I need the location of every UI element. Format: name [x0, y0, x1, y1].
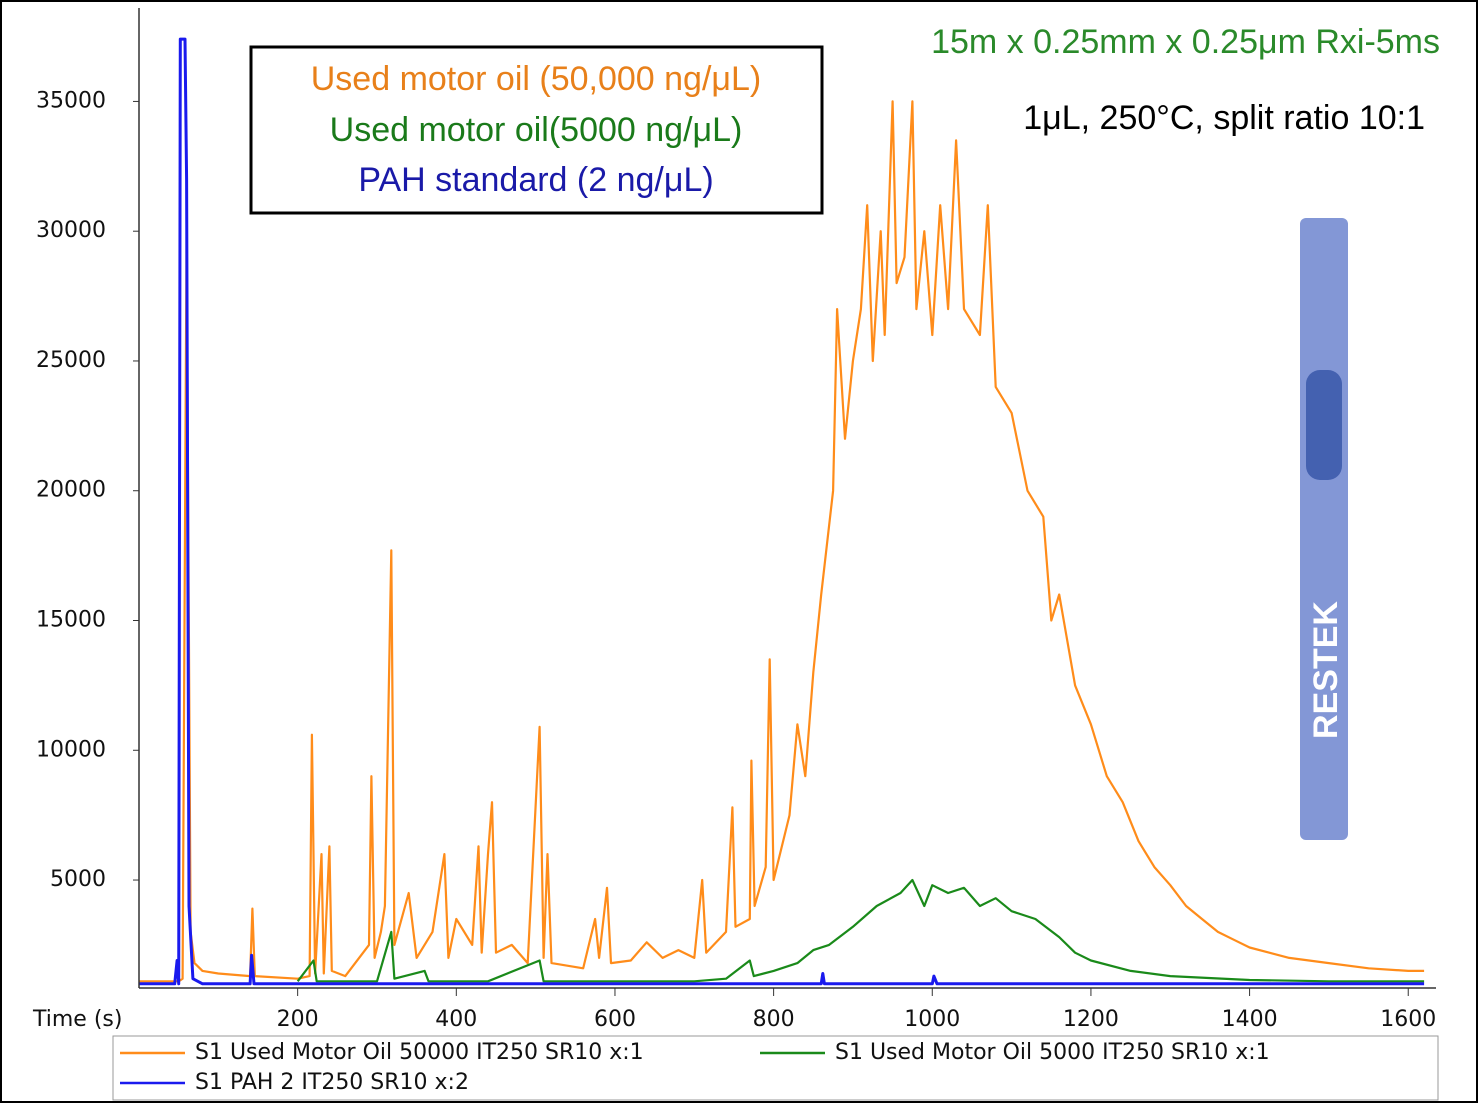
x-axis-label: Time (s) — [32, 1007, 122, 1032]
annotation-box — [249, 45, 824, 215]
series-line — [139, 100, 1425, 983]
liner-restriction — [1306, 370, 1342, 480]
series-line — [296, 878, 1425, 983]
series-line — [139, 37, 1425, 986]
y-tick-label: 5000 — [50, 867, 106, 892]
y-tick-label: 25000 — [36, 348, 106, 373]
x-tick-label: 800 — [753, 1007, 795, 1032]
y-tick-label: 35000 — [36, 88, 106, 113]
x-tick-label: 1000 — [904, 1007, 960, 1032]
logo-text: RESTEK — [1307, 601, 1345, 739]
x-tick-label: 600 — [594, 1007, 636, 1032]
legend-label: S1 Used Motor Oil 50000 IT250 SR10 x:1 — [195, 1040, 644, 1065]
plot-area — [139, 37, 1425, 986]
legend-label: S1 PAH 2 IT250 SR10 x:2 — [195, 1070, 469, 1095]
y-tick-label: 20000 — [36, 478, 106, 503]
y-tick-label: 15000 — [36, 608, 106, 633]
x-tick-label: 400 — [435, 1007, 477, 1032]
annotation: Used motor oil(5000 ng/μL) — [330, 111, 743, 149]
liner-tube — [1300, 218, 1348, 840]
legend-label: S1 Used Motor Oil 5000 IT250 SR10 x:1 — [835, 1040, 1270, 1065]
annotation: 1μL, 250°C, split ratio 10:1 — [1023, 99, 1425, 137]
x-tick-label: 200 — [277, 1007, 319, 1032]
legend — [112, 1035, 1439, 1101]
annotation: 15m x 0.25mm x 0.25μm Rxi-5ms — [931, 23, 1440, 61]
annotation: Used motor oil (50,000 ng/μL) — [311, 60, 761, 98]
y-tick-label: 30000 — [36, 218, 106, 243]
x-tick-label: 1600 — [1380, 1007, 1436, 1032]
y-tick-label: 10000 — [36, 737, 106, 762]
x-tick-label: 1200 — [1063, 1007, 1119, 1032]
liner-logo: RESTEK — [1300, 218, 1348, 840]
annotation: PAH standard (2 ng/μL) — [358, 161, 713, 199]
x-tick-label: 1400 — [1222, 1007, 1278, 1032]
